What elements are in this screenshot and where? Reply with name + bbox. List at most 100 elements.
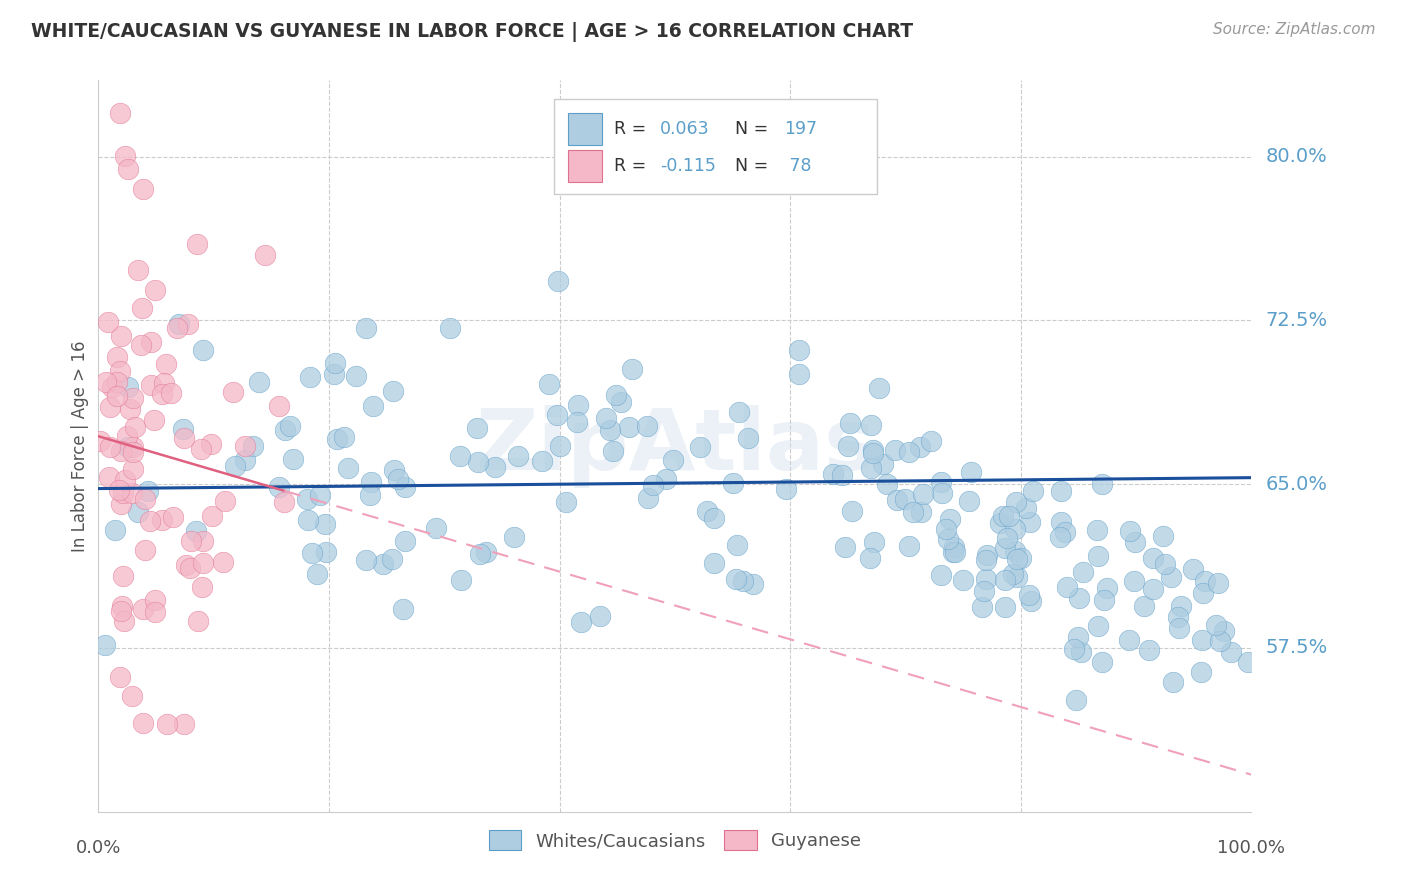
Point: [139, 334, 162, 349]
Point: [931, 486, 953, 500]
Point: [731, 574, 754, 589]
Point: [150, 387, 173, 401]
Point: [172, 422, 194, 436]
Point: [1049, 530, 1071, 544]
Point: [177, 318, 200, 332]
Point: [595, 410, 617, 425]
Point: [468, 547, 491, 561]
Point: [121, 391, 143, 405]
Point: [200, 436, 222, 450]
Point: [114, 148, 136, 162]
Point: [531, 454, 554, 468]
Point: [910, 505, 932, 519]
Point: [360, 475, 382, 490]
Point: [301, 546, 323, 560]
Point: [354, 553, 377, 567]
Point: [360, 488, 382, 502]
Point: [110, 604, 132, 618]
Point: [991, 509, 1014, 524]
Point: [105, 389, 128, 403]
Point: [883, 442, 905, 457]
Point: [1004, 522, 1026, 536]
Point: [97, 315, 120, 329]
Point: [942, 545, 965, 559]
FancyBboxPatch shape: [568, 113, 602, 145]
Point: [1018, 588, 1040, 602]
Point: [269, 399, 291, 413]
Point: [863, 534, 886, 549]
Point: [1160, 570, 1182, 584]
Point: [269, 480, 291, 494]
Point: [254, 248, 277, 262]
Point: [610, 395, 633, 409]
Point: [859, 550, 882, 565]
Point: [605, 387, 627, 401]
Point: [110, 443, 132, 458]
Point: [1019, 594, 1042, 608]
Text: R =: R =: [614, 157, 651, 175]
Point: [122, 440, 145, 454]
Point: [127, 505, 149, 519]
Point: [898, 539, 921, 553]
Point: [868, 381, 890, 395]
Point: [995, 531, 1018, 545]
Text: 0.063: 0.063: [659, 120, 710, 138]
Point: [108, 483, 131, 497]
Point: [162, 509, 184, 524]
Point: [132, 182, 155, 196]
Point: [1209, 633, 1232, 648]
Point: [931, 475, 953, 490]
Text: R =: R =: [614, 120, 651, 138]
Point: [131, 337, 153, 351]
Point: [117, 380, 139, 394]
Point: [696, 504, 718, 518]
Point: [94, 375, 117, 389]
Point: [655, 472, 678, 486]
Point: [145, 283, 167, 297]
Text: 80.0%: 80.0%: [1265, 147, 1327, 166]
Point: [859, 417, 882, 432]
Point: [935, 522, 957, 536]
Point: [1005, 552, 1028, 566]
Point: [394, 533, 416, 548]
Point: [467, 455, 489, 469]
Point: [201, 509, 224, 524]
Point: [344, 368, 367, 383]
Point: [180, 534, 202, 549]
Point: [160, 386, 183, 401]
Point: [169, 317, 191, 331]
Point: [98, 440, 121, 454]
Point: [912, 487, 935, 501]
Point: [381, 552, 404, 566]
Point: [247, 375, 270, 389]
Point: [1067, 630, 1090, 644]
Point: [1087, 619, 1109, 633]
Point: [139, 377, 162, 392]
Point: [134, 492, 156, 507]
Point: [567, 398, 589, 412]
Point: [1220, 644, 1243, 658]
Point: [314, 517, 336, 532]
Point: [186, 524, 208, 538]
Point: [862, 446, 884, 460]
Point: [1050, 483, 1073, 498]
Point: [110, 329, 132, 343]
Point: [998, 508, 1021, 523]
Point: [721, 476, 744, 491]
Point: [1004, 544, 1026, 558]
Point: [132, 715, 155, 730]
Point: [134, 542, 156, 557]
FancyBboxPatch shape: [568, 150, 602, 182]
Point: [728, 405, 751, 419]
Point: [974, 572, 997, 586]
Point: [960, 465, 983, 479]
Point: [643, 478, 665, 492]
Point: [970, 599, 993, 614]
Point: [1050, 515, 1073, 529]
Point: [1002, 567, 1025, 582]
Point: [1205, 618, 1227, 632]
Point: [242, 439, 264, 453]
Point: [602, 444, 624, 458]
Point: [1010, 551, 1032, 566]
Point: [508, 449, 530, 463]
